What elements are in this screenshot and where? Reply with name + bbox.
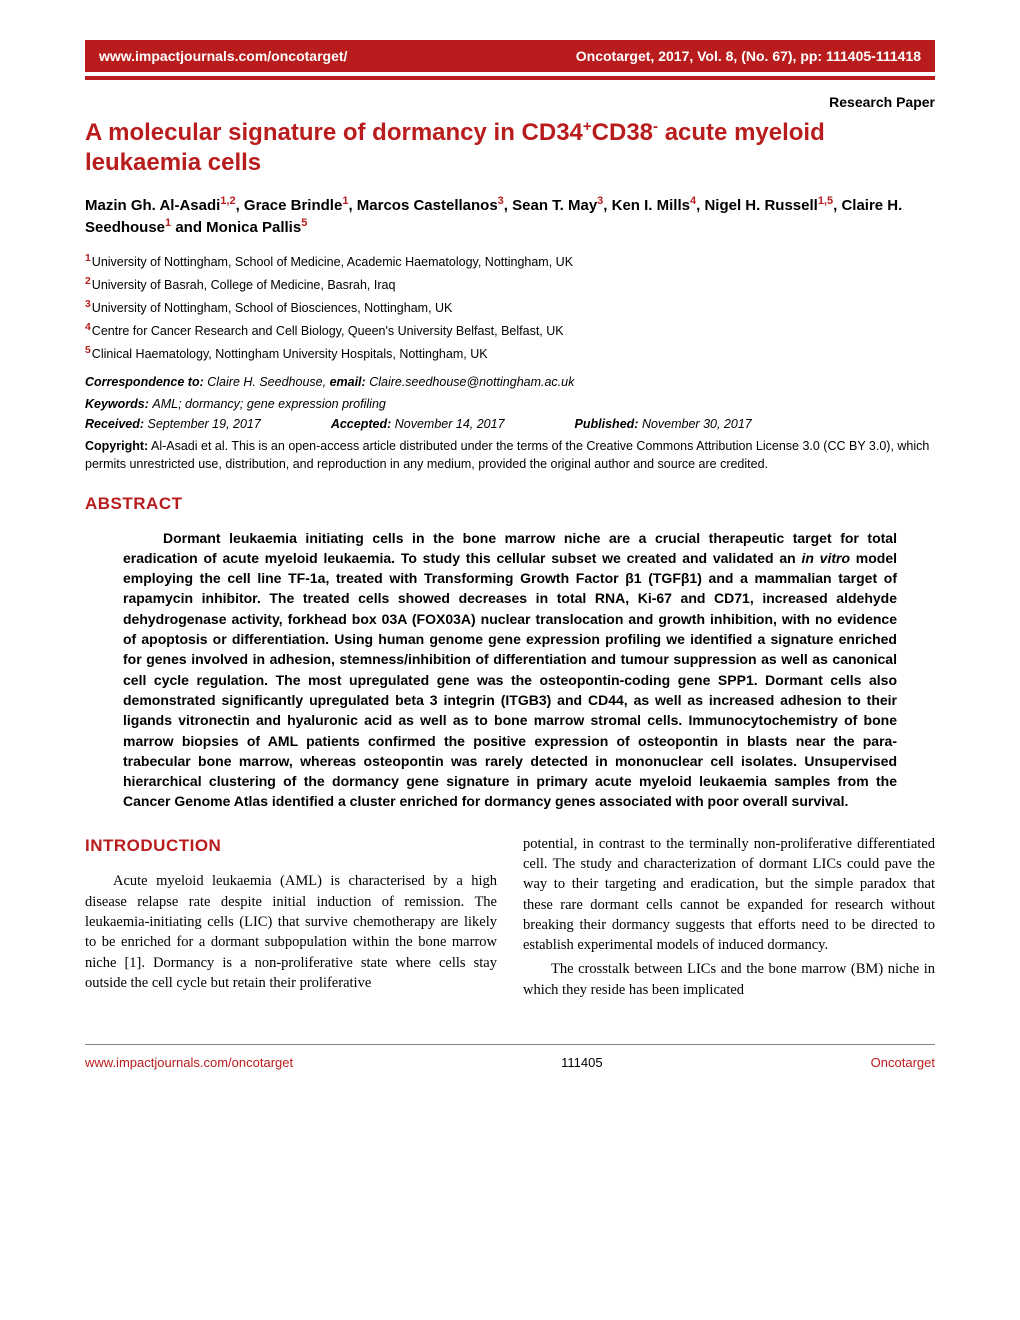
affiliation-item: 4Centre for Cancer Research and Cell Bio… bbox=[85, 320, 935, 341]
footer-page-number: 111405 bbox=[561, 1055, 602, 1070]
dates-row: Received: September 19, 2017 Accepted: N… bbox=[85, 417, 935, 431]
header-bar: www.impactjournals.com/oncotarget/ Oncot… bbox=[85, 40, 935, 72]
copyright: Copyright: Al-Asadi et al. This is an op… bbox=[85, 437, 935, 473]
page-footer: www.impactjournals.com/oncotarget 111405… bbox=[85, 1044, 935, 1070]
paper-type: Research Paper bbox=[85, 94, 935, 110]
correspondence: Correspondence to: Claire H. Seedhouse, … bbox=[85, 374, 935, 392]
intro-heading: INTRODUCTION bbox=[85, 834, 497, 858]
introduction-section: INTRODUCTION Acute myeloid leukaemia (AM… bbox=[85, 834, 935, 1004]
intro-para-1: Acute myeloid leukaemia (AML) is charact… bbox=[85, 871, 497, 993]
article-title: A molecular signature of dormancy in CD3… bbox=[85, 118, 935, 178]
date-accepted: Accepted: November 14, 2017 bbox=[331, 417, 505, 431]
intro-para-2: The crosstalk between LICs and the bone … bbox=[523, 959, 935, 1000]
keywords: Keywords: AML; dormancy; gene expression… bbox=[85, 396, 935, 414]
abstract-text: Dormant leukaemia initiating cells in th… bbox=[123, 528, 897, 812]
affiliation-item: 5Clinical Haematology, Nottingham Univer… bbox=[85, 343, 935, 364]
intro-col-right: potential, in contrast to the terminally… bbox=[523, 834, 935, 1004]
affiliations: 1University of Nottingham, School of Med… bbox=[85, 251, 935, 365]
affiliation-item: 1University of Nottingham, School of Med… bbox=[85, 251, 935, 272]
footer-url: www.impactjournals.com/oncotarget bbox=[85, 1055, 293, 1070]
footer-journal: Oncotarget bbox=[871, 1055, 935, 1070]
intro-col-left: INTRODUCTION Acute myeloid leukaemia (AM… bbox=[85, 834, 497, 1004]
header-url: www.impactjournals.com/oncotarget/ bbox=[99, 48, 347, 64]
date-received: Received: September 19, 2017 bbox=[85, 417, 261, 431]
abstract-heading: ABSTRACT bbox=[85, 494, 935, 514]
intro-para-1-cont: potential, in contrast to the terminally… bbox=[523, 834, 935, 956]
header-citation: Oncotarget, 2017, Vol. 8, (No. 67), pp: … bbox=[576, 48, 921, 64]
affiliation-item: 2University of Basrah, College of Medici… bbox=[85, 274, 935, 295]
date-published: Published: November 30, 2017 bbox=[575, 417, 752, 431]
header-divider bbox=[85, 76, 935, 80]
authors-list: Mazin Gh. Al-Asadi1,2, Grace Brindle1, M… bbox=[85, 194, 935, 239]
affiliation-item: 3University of Nottingham, School of Bio… bbox=[85, 297, 935, 318]
